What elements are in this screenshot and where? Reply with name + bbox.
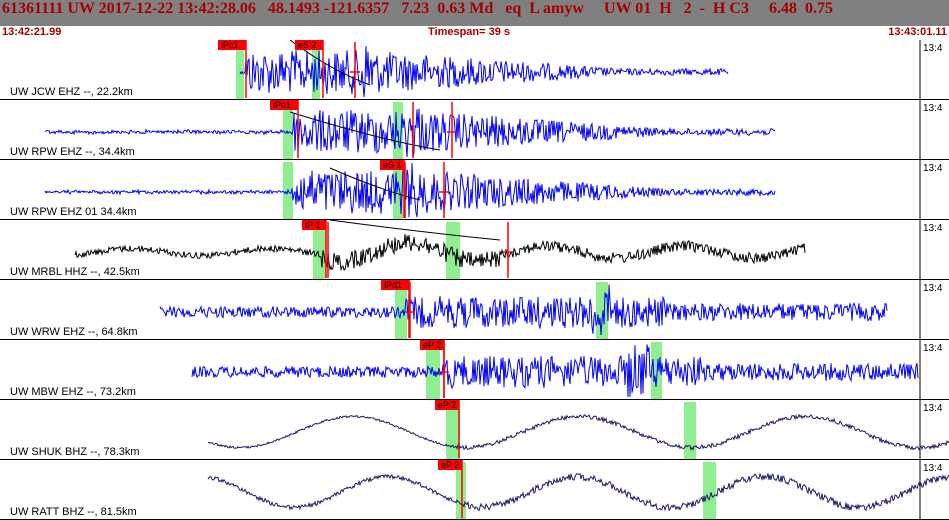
phase-pick[interactable]: iP 1 xyxy=(302,220,327,278)
phase-pick[interactable]: eP 2 xyxy=(420,340,445,398)
phase-pick[interactable]: eP 2 xyxy=(435,400,460,458)
phase-pick[interactable]: eS 1 xyxy=(380,160,405,218)
travel-time-curve xyxy=(329,219,501,241)
phase-pick[interactable]: iPc1 xyxy=(218,40,247,98)
channel-label: UW MBW EHZ --, 73.2km xyxy=(10,386,136,398)
pick-window xyxy=(596,282,608,339)
pick-window xyxy=(703,462,716,519)
channel-label: UW JCW EHZ --, 22.2km xyxy=(10,86,133,98)
pick-label-text: iPc1 xyxy=(273,100,291,110)
time-tick-label: 13:4 xyxy=(923,223,943,234)
pick-label-text: iPc1 xyxy=(221,40,239,50)
start-time-label: 13:42:21.99 xyxy=(2,26,62,38)
time-tick-label: 13:4 xyxy=(923,403,943,414)
pick-label-text: eP 2 xyxy=(438,400,456,410)
pick-label-box[interactable] xyxy=(218,40,246,50)
travel-time-curve xyxy=(329,167,421,201)
timespan-label: Timespan= 39 s xyxy=(428,26,511,38)
channel-label: UW RATT BHZ --, 81.5km xyxy=(10,506,137,518)
waveform-trace xyxy=(191,344,919,398)
seismogram-panels[interactable]: 13:4 iPc1 eS 2 UW JCW EHZ --, 22.2km 13:4 iPc… xyxy=(0,40,949,520)
pick-label-box[interactable] xyxy=(420,340,444,350)
time-tick-label: 13:4 xyxy=(923,103,943,114)
seismogram-canvas[interactable]: 13:4 iPc1 eS 2 UW JCW EHZ --, 22.2km 13:4 iPc… xyxy=(0,40,949,520)
trace-panel[interactable]: 13:4 eP 2 UW RATT BHZ --, 81.5km xyxy=(0,460,949,520)
pick-window xyxy=(651,342,662,399)
phase-pick[interactable]: eS 2 xyxy=(295,40,324,98)
pick-label-box[interactable] xyxy=(302,220,326,230)
pick-window xyxy=(446,402,460,459)
pick-window xyxy=(236,42,244,99)
waveform-trace xyxy=(207,472,949,512)
trace-panel[interactable]: 13:4 eP 2 UW SHUK BHZ --, 78.3km xyxy=(0,400,949,460)
channel-label: UW RPW EHZ 01 34.4km xyxy=(10,206,137,218)
pick-label-text: iP 1 xyxy=(305,220,320,230)
title-bar: 61361111 UW 2017-12-22 13:42:28.06 48.14… xyxy=(0,0,949,26)
trace-panel[interactable]: 13:4 iPd1 UW WRW EHZ --, 64.8km xyxy=(0,280,949,340)
pick-label-text: eP 2 xyxy=(441,460,459,470)
phase-pick[interactable]: iPc1 xyxy=(270,100,299,158)
pick-label-text: eP 2 xyxy=(423,340,441,350)
trace-panel[interactable]: 13:4 iPc1 UW RPW EHZ --, 34.4km xyxy=(0,100,949,160)
waveform-trace xyxy=(44,108,775,158)
travel-time-curve xyxy=(289,111,441,151)
phase-pick[interactable]: iPd1 xyxy=(381,280,410,338)
pick-label-box[interactable] xyxy=(438,460,462,470)
trace-panel[interactable]: 13:4 eS 1 UW RPW EHZ 01 34.4km xyxy=(0,160,949,220)
pick-label-box[interactable] xyxy=(381,280,409,290)
trace-panel[interactable]: 13:4 iPc1 eS 2 UW JCW EHZ --, 22.2km xyxy=(0,40,949,100)
event-summary-title: 61361111 UW 2017-12-22 13:42:28.06 48.14… xyxy=(2,0,833,17)
time-tick-label: 13:4 xyxy=(923,463,943,474)
waveform-trace xyxy=(44,162,776,218)
pick-window xyxy=(313,222,326,279)
time-tick-label: 13:4 xyxy=(923,283,943,294)
pick-label-box[interactable] xyxy=(380,160,404,170)
pick-label-box[interactable] xyxy=(435,400,459,410)
pick-label-box[interactable] xyxy=(270,100,298,110)
time-tick-label: 13:4 xyxy=(923,163,943,174)
waveform-trace xyxy=(207,413,949,452)
end-time-label: 13:43:01.11 xyxy=(888,26,947,38)
pick-window xyxy=(456,462,466,519)
pick-label-box[interactable] xyxy=(295,40,323,50)
pick-window xyxy=(446,222,460,279)
pick-window xyxy=(395,282,407,339)
pick-label-text: eS 2 xyxy=(298,40,317,50)
pick-label-text: eS 1 xyxy=(383,160,402,170)
time-tick-label: 13:4 xyxy=(923,343,943,354)
waveform-trace xyxy=(239,45,729,98)
pick-window xyxy=(283,102,293,159)
phase-pick[interactable]: eP 2 xyxy=(438,460,463,518)
pick-window xyxy=(393,162,403,219)
waveform-trace xyxy=(74,234,806,272)
trace-panel[interactable]: 13:4 eP 2 UW MBW EHZ --, 73.2km xyxy=(0,340,949,400)
waveform-trace xyxy=(159,284,888,336)
channel-label: UW RPW EHZ --, 34.4km xyxy=(10,146,135,158)
channel-label: UW SHUK BHZ --, 78.3km xyxy=(10,446,140,458)
time-tick-label: 13:4 xyxy=(923,43,943,54)
channel-label: UW MRBL HHZ --, 42.5km xyxy=(10,266,140,278)
trace-panel[interactable]: 13:4 iP 1 UW MRBL HHZ --, 42.5km xyxy=(0,219,949,280)
pick-label-text: iPd1 xyxy=(384,280,402,290)
pick-window xyxy=(684,402,696,459)
channel-label: UW WRW EHZ --, 64.8km xyxy=(10,326,138,338)
